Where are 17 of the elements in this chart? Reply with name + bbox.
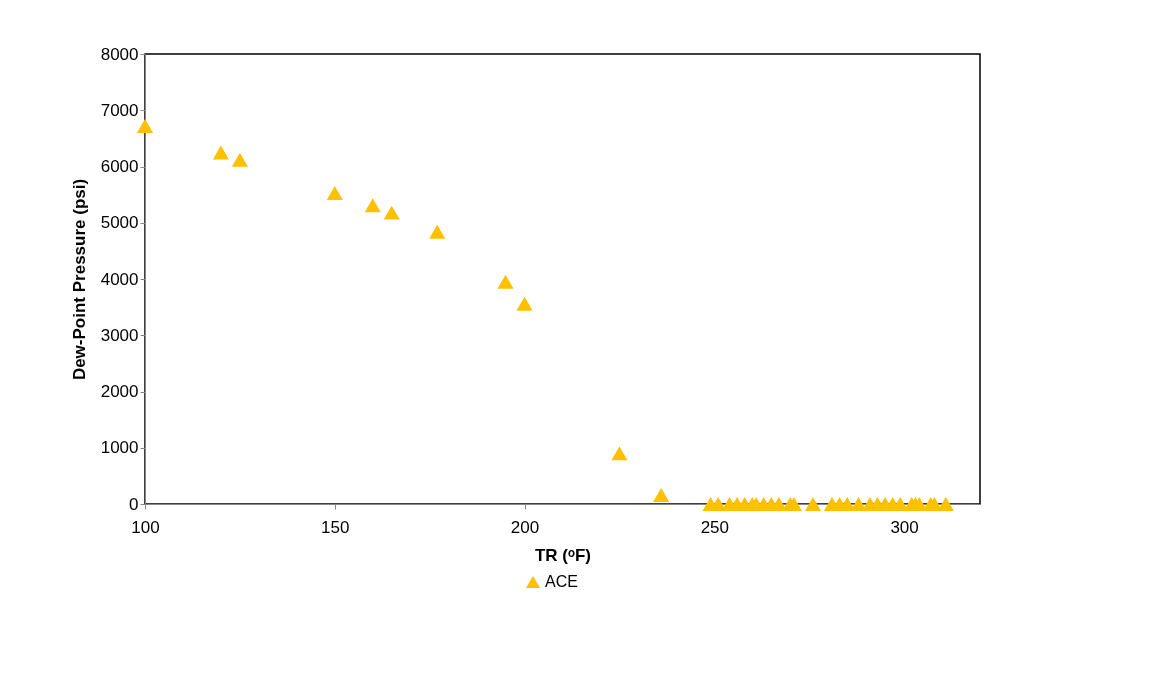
y-tick-label: 1000	[100, 438, 139, 458]
x-tick-label: 300	[890, 517, 919, 537]
y-tick-label: 0	[129, 494, 139, 514]
y-tick-label: 6000	[100, 157, 139, 176]
y-tick-label: 7000	[100, 100, 139, 120]
x-tick-label: 150	[321, 517, 350, 537]
y-tick-label: 2000	[100, 382, 139, 401]
y-axis-title: Dew-Point Pressure (psi)	[69, 178, 89, 381]
legend-label: ACE	[545, 573, 578, 590]
y-tick-label: 5000	[100, 213, 139, 233]
y-tick-label: 4000	[100, 269, 139, 289]
y-tick-label: 3000	[100, 325, 139, 345]
x-tick-label: 200	[510, 517, 540, 537]
x-axis-title: TR (ᵒF)	[534, 545, 592, 565]
x-tick-label: 100	[131, 517, 160, 537]
x-tick-label: 250	[700, 517, 730, 537]
y-tick-label: 8000	[100, 44, 139, 64]
